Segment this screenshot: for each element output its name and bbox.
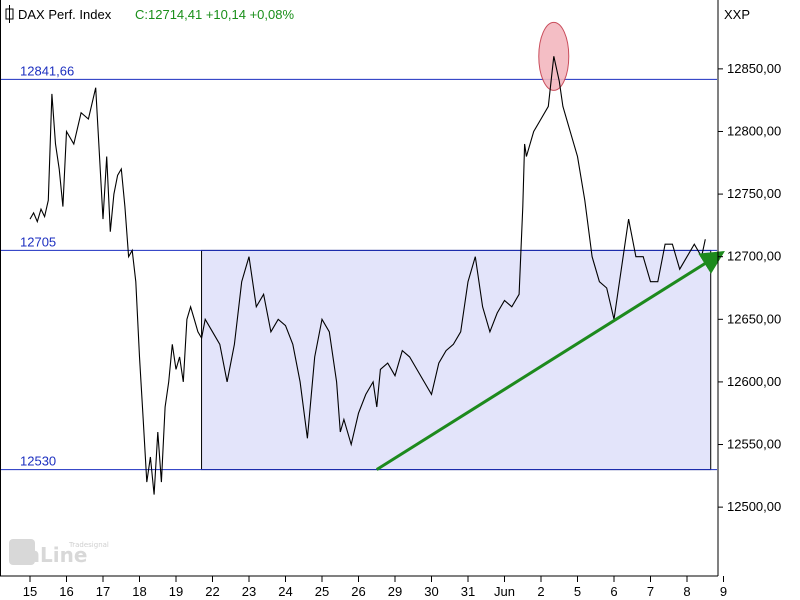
x-tick-label-3: 18: [132, 584, 146, 599]
price-series-line: [29, 56, 706, 495]
y-tick-label-1: 12550,00: [727, 437, 781, 452]
x-tick-label-5: 22: [205, 584, 219, 599]
trend-arrow: [375, 251, 725, 471]
y-tick-label-3: 12650,00: [727, 311, 781, 326]
watermark-brand-big: onLine: [12, 543, 87, 567]
y-tick-label-4: 12700,00: [727, 249, 781, 264]
level-label-1: 12705: [20, 234, 56, 249]
watermark-brand-small: Tradesignal: [68, 541, 109, 549]
tradesignal-watermark: Tradesignal onLine: [9, 539, 109, 567]
x-tick-label-13: Jun: [494, 584, 515, 599]
symbol-name: DAX Perf. Index: [18, 7, 112, 22]
x-tick-label-11: 30: [424, 584, 438, 599]
axis-code: XXP: [724, 7, 750, 22]
x-tick-label-1: 16: [59, 584, 73, 599]
range-box: [201, 249, 712, 471]
x-tick-label-2: 17: [96, 584, 110, 599]
level-lines: 12841,66 12705 12530: [0, 63, 717, 471]
x-tick-label-7: 24: [278, 584, 292, 599]
y-tick-label-2: 12600,00: [727, 374, 781, 389]
x-tick-label-9: 26: [351, 584, 365, 599]
y-tick-label-5: 12750,00: [727, 186, 781, 201]
x-tick-label-14: 2: [537, 584, 544, 599]
y-tick-label-6: 12800,00: [727, 123, 781, 138]
x-tick-label-6: 23: [242, 584, 256, 599]
x-tick-label-15: 5: [574, 584, 581, 599]
quote-summary: C:12714,41 +10,14 +0,08%: [135, 7, 294, 22]
y-axis-ticks: 12500,00 12550,00 12600,00 12650,00 12700,00…: [718, 61, 781, 514]
level-label-0: 12841,66: [20, 63, 74, 78]
level-label-2: 12530: [20, 454, 56, 469]
y-tick-label-0: 12500,00: [727, 499, 781, 514]
x-tick-label-4: 19: [169, 584, 183, 599]
x-tick-label-18: 8: [683, 584, 690, 599]
x-tick-label-16: 6: [610, 584, 617, 599]
x-tick-label-17: 7: [647, 584, 654, 599]
y-tick-label-7: 12850,00: [727, 61, 781, 76]
watermark-logo-block: [9, 539, 35, 565]
x-tick-label-8: 25: [315, 584, 329, 599]
x-tick-label-0: 15: [23, 584, 37, 599]
x-tick-label-10: 29: [388, 584, 402, 599]
x-tick-label-12: 31: [461, 584, 475, 599]
x-axis-ticks: 15 16 17 18 19 22 23 24 25 26 29 30 31 Jun 2 5 6 7 8 9: [23, 576, 727, 599]
x-tick-label-19: 9: [720, 584, 727, 599]
